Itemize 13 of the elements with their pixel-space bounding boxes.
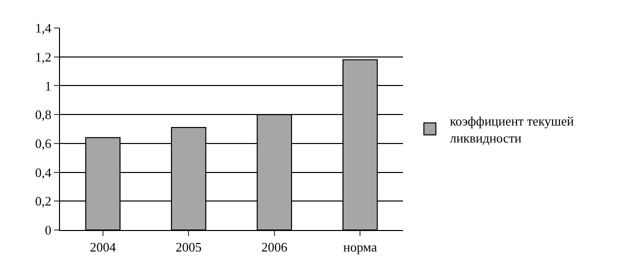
y-tick-label: 1,2	[35, 49, 52, 64]
x-tick-label: норма	[343, 240, 378, 255]
x-tick-label: 2004	[90, 240, 116, 255]
x-tick-label: 2006	[261, 240, 288, 255]
y-tick-label: 0,8	[35, 107, 52, 122]
y-tick-label: 0	[44, 222, 52, 238]
y-tick-label: 0,4	[35, 164, 52, 180]
y-tick-label: 0,6	[35, 136, 52, 151]
y-tick-label: 0,2	[35, 194, 52, 209]
x-tick-label: 2005	[176, 240, 202, 255]
y-tick-label: 1	[44, 78, 52, 94]
y-tick-label: 1,4	[35, 20, 52, 36]
legend-label: коэффициент текушей ликвидности	[450, 114, 574, 146]
